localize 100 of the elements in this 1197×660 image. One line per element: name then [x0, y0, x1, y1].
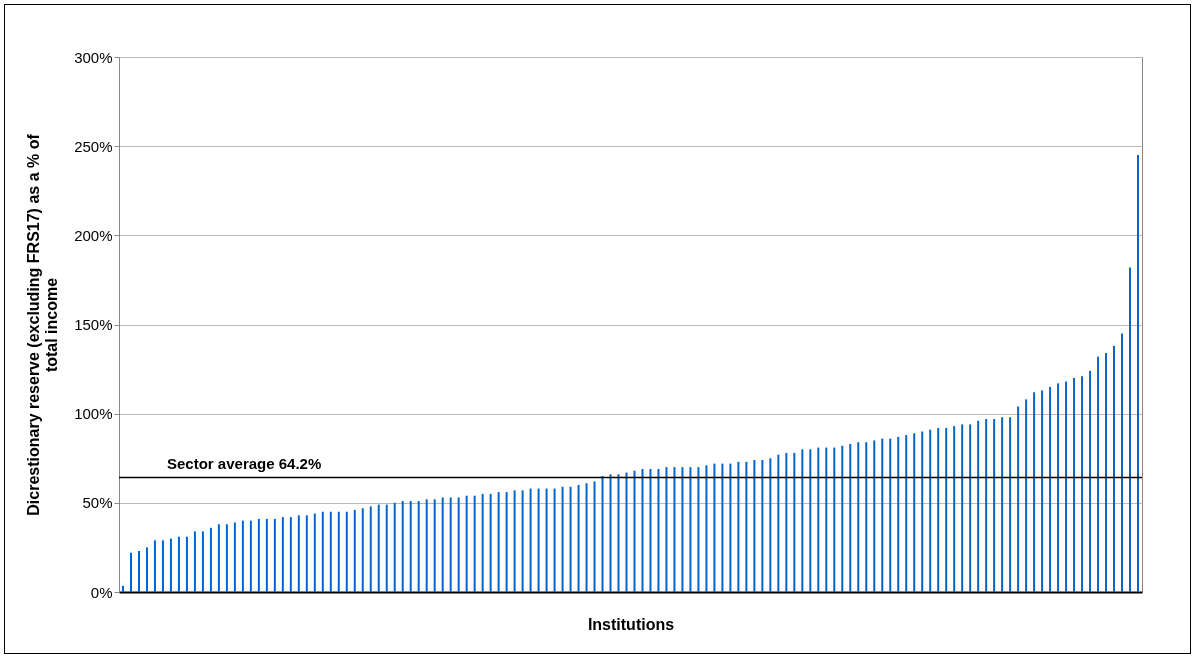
bar [1073, 378, 1076, 592]
bar [641, 468, 644, 592]
bar [129, 552, 132, 592]
bar [761, 460, 764, 592]
bar [249, 520, 252, 592]
bar [1121, 333, 1124, 592]
bar [857, 442, 860, 592]
bar [233, 522, 236, 592]
bar [873, 440, 876, 592]
bar [937, 427, 940, 592]
bar [1017, 406, 1020, 592]
bar [273, 518, 276, 592]
bar [393, 502, 396, 592]
bar [577, 485, 580, 592]
bar [1041, 390, 1044, 592]
bar [161, 540, 164, 592]
bar [321, 511, 324, 592]
bar [833, 447, 836, 592]
bar [289, 517, 292, 592]
bar [145, 547, 148, 592]
bar [529, 488, 532, 592]
bar [905, 435, 908, 592]
bar [601, 476, 604, 592]
bar [1009, 417, 1012, 592]
ref-line-label: Sector average 64.2% [167, 454, 322, 472]
bar [401, 501, 404, 592]
bar [417, 501, 420, 592]
bar [673, 467, 676, 592]
y-tick-label: 100% [74, 405, 113, 423]
bar [281, 517, 284, 592]
bar [473, 495, 476, 592]
bar [353, 509, 356, 592]
y-tick-label: 0% [90, 583, 113, 601]
bar [569, 486, 572, 592]
bar [1113, 345, 1116, 592]
bar [769, 458, 772, 592]
bar [185, 536, 188, 592]
bar [713, 463, 716, 592]
bar [817, 447, 820, 592]
bar [545, 488, 548, 592]
y-tick-label: 150% [74, 316, 113, 333]
bar [169, 538, 172, 592]
bar [977, 420, 980, 592]
bar [329, 511, 332, 592]
bar [1049, 386, 1052, 592]
bar [441, 497, 444, 592]
bar [889, 438, 892, 592]
bar [697, 467, 700, 592]
bar [433, 499, 436, 592]
bar [361, 508, 364, 592]
bar [385, 504, 388, 592]
bar [497, 492, 500, 592]
bar [1025, 399, 1028, 592]
bar [561, 486, 564, 592]
bar [241, 520, 244, 592]
bar [729, 463, 732, 592]
bar [897, 436, 900, 592]
bar [305, 515, 308, 592]
bar [785, 452, 788, 592]
x-axis-title: Institutions [587, 615, 675, 633]
bar [1081, 376, 1084, 592]
bar [929, 429, 932, 592]
bar [1089, 370, 1092, 592]
bar [257, 518, 260, 592]
bar [345, 511, 348, 592]
y-axis-title: Dicrestionary reserve (excluding FRS17) as a % of total income [25, 133, 61, 516]
bar [649, 468, 652, 592]
bar [1057, 383, 1060, 592]
bar [1129, 267, 1132, 592]
bar [625, 472, 628, 592]
bar [825, 447, 828, 592]
bar [689, 467, 692, 592]
y-tick-label: 300% [74, 48, 113, 66]
bar [969, 424, 972, 592]
bar [377, 504, 380, 592]
bar [793, 452, 796, 592]
bar [865, 442, 868, 592]
bar [913, 433, 916, 592]
y-tick-label: 200% [74, 226, 113, 244]
bar [489, 493, 492, 592]
bar [369, 506, 372, 592]
bar [217, 524, 220, 592]
bar [633, 470, 636, 592]
bar [841, 445, 844, 592]
bar [953, 426, 956, 592]
bar [801, 449, 804, 592]
bar [201, 531, 204, 592]
bar [1097, 356, 1100, 592]
bar [425, 499, 428, 592]
bar [465, 495, 468, 592]
bar [1001, 417, 1004, 592]
bar [122, 585, 124, 592]
bar [209, 527, 212, 592]
bar [457, 497, 460, 592]
bar [313, 513, 316, 592]
y-tick-label: 250% [74, 137, 113, 155]
y-tick-label: 50% [82, 494, 113, 512]
bar [657, 468, 660, 592]
bar [881, 438, 884, 592]
bar [585, 483, 588, 592]
